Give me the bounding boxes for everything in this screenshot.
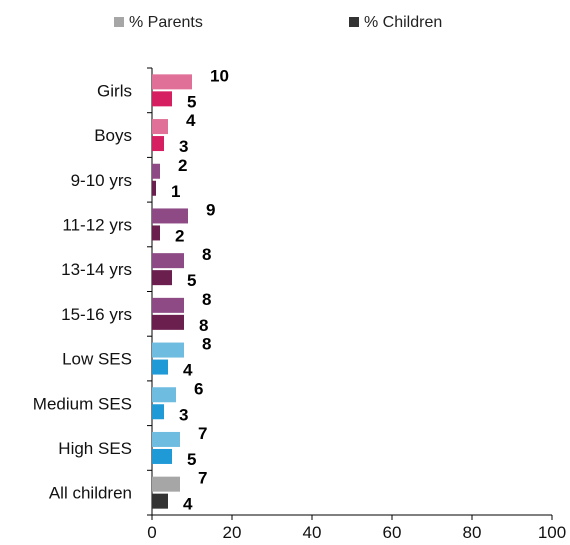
children-value-label: 5 (187, 450, 196, 469)
children-bar (152, 91, 172, 107)
parents-bar (152, 431, 180, 447)
children-value-label: 5 (187, 92, 196, 111)
children-value-label: 4 (183, 361, 193, 380)
x-tick-label: 0 (147, 523, 156, 542)
parents-value-label: 7 (198, 424, 207, 443)
legend-swatch (349, 17, 359, 27)
category-label: Boys (94, 126, 132, 145)
parents-bar (152, 74, 192, 90)
category-label: 9-10 yrs (71, 171, 132, 190)
parents-value-label: 8 (202, 245, 211, 264)
x-tick-label: 100 (538, 523, 566, 542)
parents-bar (152, 476, 180, 492)
x-tick-label: 20 (223, 523, 242, 542)
x-tick-label: 40 (303, 523, 322, 542)
parents-value-label: 2 (178, 156, 187, 175)
parents-bar (152, 119, 168, 135)
children-value-label: 2 (175, 226, 184, 245)
parents-value-label: 6 (194, 379, 203, 398)
children-value-label: 3 (179, 405, 188, 424)
category-label: 11-12 yrs (62, 215, 132, 234)
legend-label: % Children (364, 14, 442, 31)
parents-bar (152, 297, 184, 313)
children-bar (152, 493, 168, 509)
children-value-label: 1 (171, 182, 180, 201)
children-bar (152, 359, 168, 375)
children-value-label: 4 (183, 495, 193, 514)
children-bar (152, 404, 164, 420)
legend-swatch (114, 17, 124, 27)
legend-label: % Parents (129, 14, 203, 31)
parents-bar (152, 387, 176, 403)
parents-bar (152, 208, 188, 224)
category-label: 15-16 yrs (61, 305, 132, 324)
parents-value-label: 8 (202, 335, 211, 354)
category-label: Medium SES (33, 394, 132, 413)
parents-value-label: 8 (202, 290, 211, 309)
children-value-label: 5 (187, 271, 196, 290)
parents-value-label: 9 (206, 200, 215, 219)
x-tick-label: 80 (463, 523, 482, 542)
children-bar (152, 270, 172, 286)
category-label: 13-14 yrs (61, 260, 132, 279)
children-value-label: 3 (179, 137, 188, 156)
children-bar (152, 314, 184, 330)
children-bar (152, 448, 172, 464)
parents-value-label: 10 (210, 66, 229, 85)
x-tick-label: 60 (383, 523, 402, 542)
children-bar (152, 225, 160, 241)
category-label: High SES (58, 439, 132, 458)
children-bar (152, 180, 156, 196)
category-label: All children (49, 484, 132, 503)
parents-bar (152, 163, 160, 179)
parents-bar (152, 253, 184, 269)
parents-value-label: 7 (198, 469, 207, 488)
parents-value-label: 4 (186, 111, 196, 130)
children-value-label: 8 (199, 316, 208, 335)
children-bar (152, 136, 164, 152)
parents-bar (152, 342, 184, 358)
category-label: Low SES (62, 350, 132, 369)
category-label: Girls (97, 81, 132, 100)
